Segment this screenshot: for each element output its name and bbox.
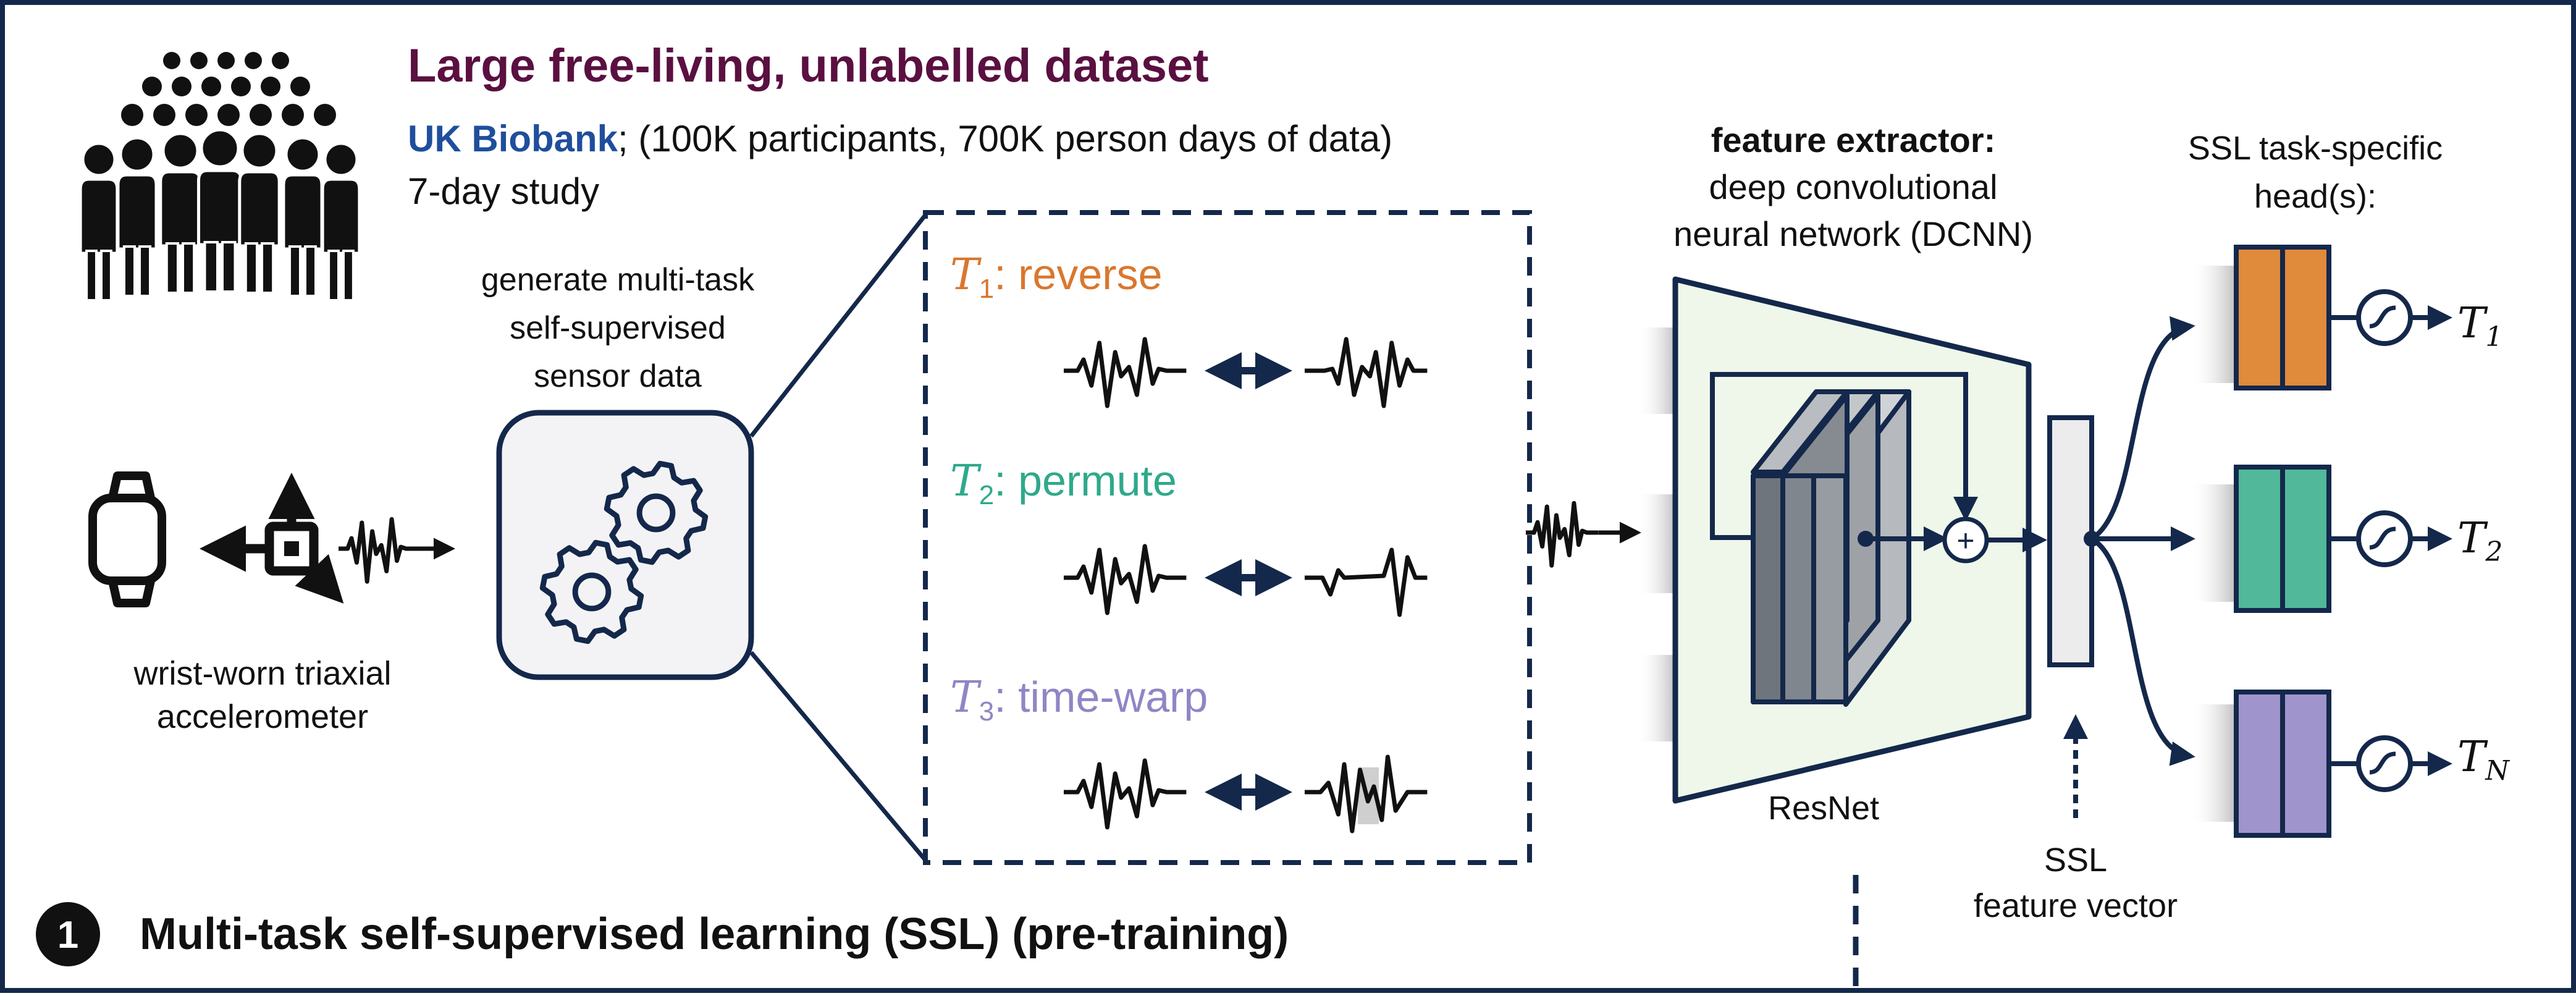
section-title: Multi-task self-supervised learning (SSL… xyxy=(140,909,1289,959)
heads-title-line2: head(s): xyxy=(2254,178,2376,215)
step-badge xyxy=(36,902,100,966)
head-output-1: T1 xyxy=(2457,299,2502,353)
task-name: : reverse xyxy=(994,250,1162,298)
input-shadow-1 xyxy=(1637,327,1674,414)
task-label-time-warp: T3: time-warp xyxy=(950,672,1208,727)
triaxial-axes-icon xyxy=(200,473,344,604)
extractor-title: feature extractor: xyxy=(1711,120,1996,159)
backbone-label: ResNet xyxy=(1768,790,1879,827)
raw-signal-icon xyxy=(339,517,455,584)
device-label-line2: accelerometer xyxy=(157,698,368,735)
crowd-icon xyxy=(78,52,361,302)
head-n xyxy=(2191,690,2331,838)
input-shadow-2 xyxy=(1637,494,1674,593)
sigmoid-icon-1 xyxy=(2329,289,2452,346)
task-symbol: T xyxy=(950,455,982,506)
task-pair-2 xyxy=(1064,544,1428,617)
gears-icon xyxy=(539,460,709,644)
feature-vector-label-line1: SSL xyxy=(2044,842,2107,879)
watch-icon xyxy=(88,471,166,607)
study-duration: 7-day study xyxy=(408,171,599,212)
dataset-source-line: UK Biobank; (100K participants, 700K per… xyxy=(408,118,1392,159)
resnet-layers xyxy=(1751,389,1911,707)
feature-vector xyxy=(2047,415,2094,667)
task-pair-1 xyxy=(1064,337,1428,408)
dataset-title: Large free-living, unlabelled dataset xyxy=(408,40,1209,92)
task-pair-3 xyxy=(1064,754,1428,834)
generator-label-line1: generate multi-task xyxy=(481,262,755,298)
feature-vector-label-line2: feature vector xyxy=(1974,887,2178,924)
head-2 xyxy=(2191,465,2331,613)
extractor-line3: neural network (DCNN) xyxy=(1673,214,2033,253)
task-name: : permute xyxy=(994,457,1177,505)
sigmoid-icon-3 xyxy=(2329,735,2452,792)
task-subscript: 1 xyxy=(979,274,994,304)
task-subscript: 3 xyxy=(979,696,994,727)
head-output-2: T2 xyxy=(2457,514,2502,568)
input-shadow-3 xyxy=(1637,655,1674,741)
generator-label-line3: sensor data xyxy=(534,358,702,394)
sigmoid-activations xyxy=(2329,289,2452,792)
input-signal-icon xyxy=(1526,500,1641,568)
biobank-label: UK Biobank xyxy=(408,118,618,159)
step-number: 1 xyxy=(57,914,78,956)
generator-label-line2: self-supervised xyxy=(510,310,726,346)
task-name: : time-warp xyxy=(994,673,1208,721)
extractor-line2: deep convolutional xyxy=(1709,167,1997,206)
task-signal-pairs xyxy=(1064,337,1428,834)
biobank-detail: ; (100K participants, 700K person days o… xyxy=(618,118,1392,159)
head-1 xyxy=(2191,245,2331,390)
task-symbol: T xyxy=(950,672,982,722)
skip-connection xyxy=(1710,372,1978,540)
zoom-line-top xyxy=(749,213,927,438)
branch-to-head-3 xyxy=(2090,536,2195,766)
task-label-permute: T2: permute xyxy=(950,455,1177,510)
branch-to-head-1 xyxy=(2090,316,2195,541)
zoom-line-bottom xyxy=(749,651,927,862)
add-operator-symbol: + xyxy=(1956,523,1974,558)
tasks-panel xyxy=(923,210,1532,865)
task-subscript: 2 xyxy=(979,480,994,510)
sigmoid-icon-2 xyxy=(2329,510,2452,567)
head-output-n: TN xyxy=(2457,733,2510,787)
heads-title-line1: SSL task-specific xyxy=(2188,130,2443,167)
task-label-reverse: T1: reverse xyxy=(950,249,1163,304)
device-label-line1: wrist-worn triaxial xyxy=(133,655,391,692)
task-symbol: T xyxy=(950,249,982,300)
